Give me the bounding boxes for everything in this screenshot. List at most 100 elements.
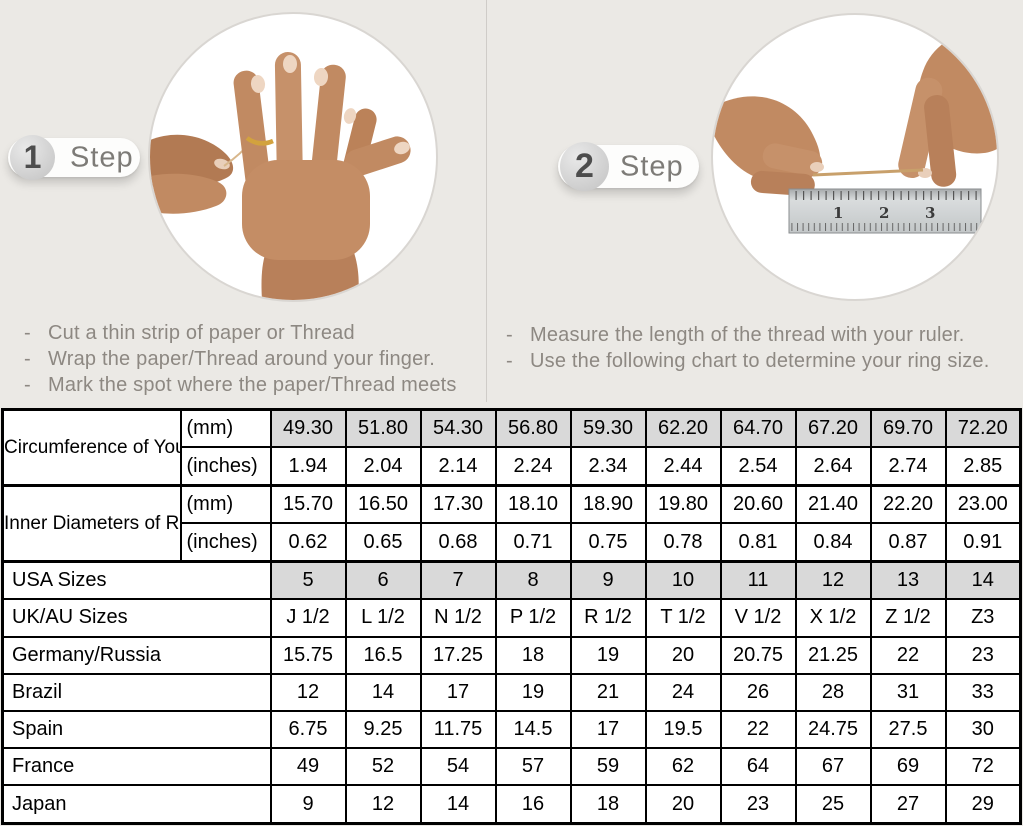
size-cell: T 1/2: [644, 598, 722, 638]
size-cell: 15.75: [269, 635, 347, 675]
size-cell: 51.80: [344, 408, 422, 449]
ruler-number-2: 2: [879, 204, 889, 222]
row-label: USA Sizes: [1, 559, 272, 601]
size-cell: 0.71: [494, 522, 572, 563]
size-cell: 9: [269, 784, 347, 825]
size-cell: 17: [569, 709, 647, 750]
size-cell: 0.84: [794, 522, 872, 563]
size-cell: 2.44: [644, 446, 722, 487]
chart-row: (inches) 0.62 0.65 0.68 0.71 0.75 0.78 0.81 0.84…: [3, 522, 1022, 563]
row-label: Circumference of Your Finger: [1, 408, 182, 487]
size-cell: 67: [794, 747, 872, 787]
size-cell: 0.62: [269, 522, 347, 563]
size-cell: 19: [494, 672, 572, 713]
size-cell: 62.20: [644, 408, 722, 449]
size-cell: 6: [344, 559, 422, 601]
size-cell: 0.75: [569, 522, 647, 563]
size-cell: 72: [944, 747, 1022, 787]
size-cell: 67.20: [794, 408, 872, 449]
size-cell: 31: [869, 672, 947, 713]
thread: [812, 168, 924, 177]
size-cell: 2.04: [344, 446, 422, 487]
size-cell: 14.5: [494, 709, 572, 750]
size-cell: 9: [569, 559, 647, 601]
size-cell: 14: [944, 559, 1022, 601]
size-cell: 59.30: [569, 408, 647, 449]
size-cell: 18.90: [569, 483, 647, 525]
row-label: Spain: [1, 709, 272, 750]
size-cell: 19.80: [644, 483, 722, 525]
chart-row: Japan 9 12 14 16 18 20 23 25 27 29: [1, 784, 1022, 825]
size-cell: 2.74: [869, 446, 947, 487]
size-cell: P 1/2: [494, 598, 572, 638]
instruction-text: Measure the length of the thread with yo…: [530, 324, 965, 346]
bullet-dash: -: [506, 324, 513, 346]
size-cell: Z3: [944, 598, 1022, 638]
size-cell: 24.75: [794, 709, 872, 750]
row-label: UK/AU Sizes: [1, 598, 272, 638]
size-cell: L 1/2: [344, 598, 422, 638]
size-cell: 59: [569, 747, 647, 787]
ruler-number-3: 3: [925, 204, 935, 222]
size-cell: 20.75: [719, 635, 797, 675]
size-cell: 49.30: [269, 408, 347, 449]
chart-row: Brazil 12 14 17 19 21 24 26 28 31 33: [1, 672, 1022, 713]
size-cell: N 1/2: [419, 598, 497, 638]
size-cell: 0.91: [944, 522, 1022, 563]
size-cell: 0.78: [644, 522, 722, 563]
size-cell: 18: [569, 784, 647, 825]
ruler: 1 2 3: [788, 188, 982, 234]
size-cell: 16: [494, 784, 572, 825]
step1-photo-circle: [148, 12, 438, 302]
size-cell: 16.50: [344, 483, 422, 525]
chart-row: Spain 6.75 9.25 11.75 14.5 17 19.5 22 24.75 27.5 3…: [1, 709, 1022, 750]
size-cell: 52: [344, 747, 422, 787]
size-cell: 21.25: [794, 635, 872, 675]
size-cell: 29: [944, 784, 1022, 825]
instruction-line: - Use the following chart to determine yo…: [504, 348, 1019, 374]
size-cell: 11.75: [419, 709, 497, 750]
chart-row: Inner Diameters of Rings(mm)15.7016.5017…: [1, 483, 1022, 563]
size-cell: 21: [569, 672, 647, 713]
size-cell: 19.5: [644, 709, 722, 750]
row-unit: (inches): [179, 446, 272, 487]
ring-size-chart-table: Circumference of Your Finger(mm)49.3051.…: [1, 408, 1022, 825]
size-cell: 64.70: [719, 408, 797, 449]
size-cell: 57: [494, 747, 572, 787]
size-cell: 10: [644, 559, 722, 601]
instruction-text: Cut a thin strip of paper or Thread: [48, 322, 355, 344]
size-cell: 17.25: [419, 635, 497, 675]
size-cell: 22: [719, 709, 797, 750]
size-cell: 11: [719, 559, 797, 601]
size-cell: 49: [269, 747, 347, 787]
step2-badge: 2 Step: [558, 142, 699, 191]
row-unit: (inches): [179, 522, 272, 563]
size-cell: 22: [869, 635, 947, 675]
instruction-text: Use the following chart to determine you…: [530, 350, 990, 372]
size-cell: 14: [419, 784, 497, 825]
size-cell: 26: [719, 672, 797, 713]
bullet-dash: -: [24, 322, 31, 344]
size-cell: 17: [419, 672, 497, 713]
size-cell: 1.94: [269, 446, 347, 487]
step2-number: 2: [560, 142, 609, 191]
hand-with-ring-illustration: [150, 52, 411, 300]
size-cell: 9.25: [344, 709, 422, 750]
size-cell: 20: [644, 635, 722, 675]
size-cell: 22.20: [869, 483, 947, 525]
size-cell: 0.65: [344, 522, 422, 563]
size-cell: 72.20: [944, 408, 1022, 449]
size-cell: 16.5: [344, 635, 422, 675]
chart-row: (inches) 1.94 2.04 2.14 2.24 2.34 2.44 2.54 2.64…: [3, 446, 1022, 487]
instruction-line: - Measure the length of the thread with y…: [504, 322, 1019, 348]
size-cell: 20: [644, 784, 722, 825]
size-cell: 56.80: [494, 408, 572, 449]
size-cell: 23.00: [944, 483, 1022, 525]
size-cell: 5: [269, 559, 347, 601]
step2-label: Step: [620, 150, 684, 182]
step1-instructions: - Cut a thin strip of paper or Thread - Wra…: [22, 320, 492, 398]
size-cell: 69: [869, 747, 947, 787]
row-label: France: [1, 747, 272, 787]
ruler-measuring-illustration: 1 2 3: [713, 31, 997, 234]
